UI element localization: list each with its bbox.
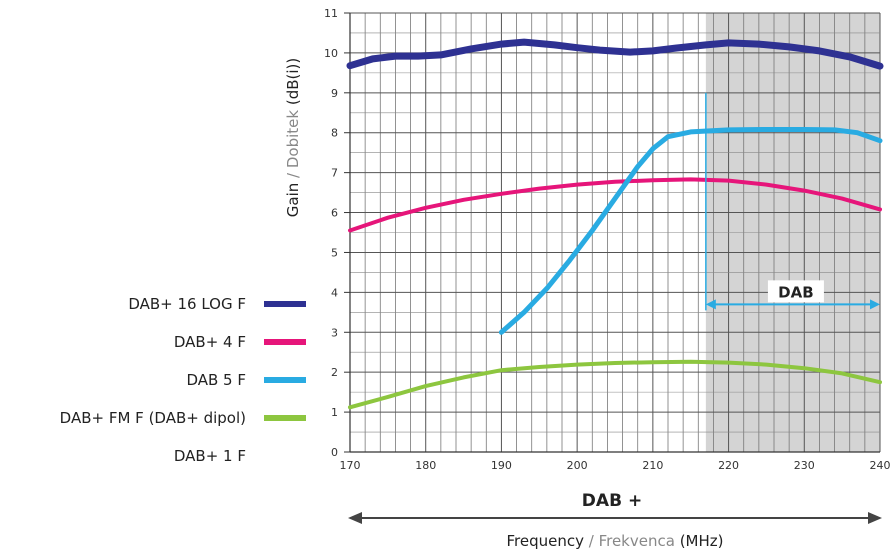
dab-arrow-right-head xyxy=(870,299,880,310)
x-axis-label-part: Frekvenca xyxy=(599,532,675,550)
band-label: DAB + xyxy=(582,491,642,511)
x-tick-label: 180 xyxy=(415,459,436,472)
y-axis-label-part: Gain xyxy=(284,183,302,218)
y-tick-label: 7 xyxy=(331,167,338,180)
y-tick-label: 8 xyxy=(331,127,338,140)
y-axis-label: Gain / Dobitek (dB(i)) xyxy=(284,58,302,217)
x-tick-label: 240 xyxy=(870,459,891,472)
tick-labels: 170 180 190 200 210 220 230 240 0 1 2 3 4 5 6 7 8 9 10 11 xyxy=(324,7,891,472)
dab-arrow-left-head xyxy=(705,299,716,310)
series-line-2 xyxy=(498,127,883,335)
series-line-0 xyxy=(346,38,884,70)
dab-label-box xyxy=(767,280,824,303)
legend-label-0: DAB+ 16 LOG F xyxy=(128,295,246,313)
series-lines xyxy=(346,38,884,410)
y-tick-label: 0 xyxy=(331,446,338,459)
series-line-3 xyxy=(348,359,882,410)
x-tick-label: 210 xyxy=(642,459,663,472)
y-tick-label: 2 xyxy=(331,366,338,379)
x-axis-label-part: (MHz) xyxy=(675,532,724,550)
dab-annotation: DAB xyxy=(705,92,880,311)
y-tick-label: 10 xyxy=(324,47,338,60)
y-tick-label: 11 xyxy=(324,7,338,20)
legend-label-2: DAB 5 F xyxy=(186,371,246,389)
x-tick-label: 200 xyxy=(567,459,588,472)
axis-labels: DAB + Frequency / Frekvenca (MHz) Gain / D… xyxy=(284,58,882,550)
y-tick-label: 6 xyxy=(331,207,338,220)
x-axis-label-part: / xyxy=(584,532,599,550)
dab-region-label: DAB xyxy=(778,283,814,301)
y-tick-label: 5 xyxy=(331,246,338,259)
legend: DAB+ 16 LOG F DAB+ 4 F DAB 5 F DAB+ FM F (D… xyxy=(60,295,306,465)
y-tick-label: 3 xyxy=(331,326,338,339)
x-axis-label: Frequency / Frekvenca (MHz) xyxy=(506,532,723,550)
x-tick-label: 190 xyxy=(491,459,512,472)
x-tick-label: 230 xyxy=(794,459,815,472)
y-axis-label-part: / xyxy=(284,168,302,183)
x-tick-label: 170 xyxy=(340,459,361,472)
y-tick-label: 4 xyxy=(331,286,338,299)
band-arrow-left-head xyxy=(348,512,362,524)
y-axis-label-part: Dobitek xyxy=(284,110,302,169)
legend-label-3: DAB+ FM F (DAB+ dipol) xyxy=(60,409,246,427)
y-axis-label-part: (dB(i)) xyxy=(284,58,302,110)
legend-label-1: DAB+ 4 F xyxy=(174,333,246,351)
y-tick-label: 1 xyxy=(331,406,338,419)
series-line-1 xyxy=(348,177,882,233)
x-axis-label-part: Frequency xyxy=(506,532,584,550)
x-tick-label: 220 xyxy=(718,459,739,472)
band-arrow-right-head xyxy=(868,512,882,524)
legend-label-4: DAB+ 1 F xyxy=(174,447,246,465)
y-tick-label: 9 xyxy=(331,87,338,100)
